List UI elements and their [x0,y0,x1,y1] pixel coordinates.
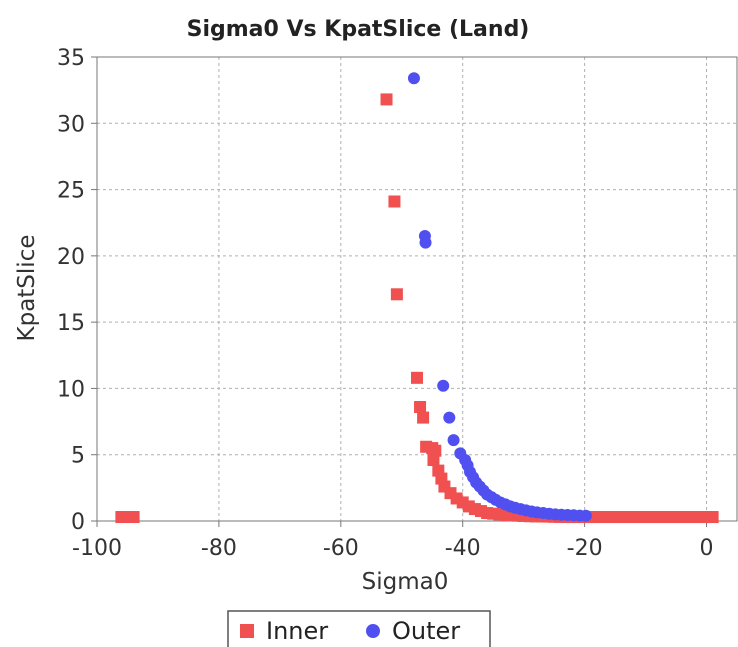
x-tick-label: -60 [323,536,359,561]
x-tick-label: -100 [72,536,122,561]
inner-point [700,511,713,524]
inner-point [127,511,140,524]
inner-point [706,511,719,524]
y-axis-label: KpatSlice [14,235,40,342]
series-inner [115,93,719,524]
inner-point [645,511,658,524]
y-tick-label: 5 [71,444,85,469]
inner-point [390,288,403,301]
legend-box [227,610,491,647]
y-tick-label: 15 [57,311,85,336]
y-tick-label: 10 [57,377,85,402]
inner-point [682,511,695,524]
inner-point [603,511,615,524]
inner-point [388,195,401,208]
outer-point [447,434,460,447]
legend: Inner Outer [227,610,491,647]
inner-point [651,511,664,524]
plot-area [96,56,738,522]
inner-point [115,511,128,524]
inner-point [663,511,676,524]
chart-title: Sigma0 Vs KpatSlice (Land) [187,17,530,42]
y-tick-label: 35 [57,46,85,71]
inner-point [462,500,475,513]
marker-layer [115,72,719,524]
inner-point [596,511,609,524]
inner-point [621,511,634,524]
x-tick-label: -40 [445,536,481,561]
legend-inner-label: Inner [266,617,328,645]
inner-point [670,511,683,524]
series-outer [407,72,592,522]
outer-point [407,72,420,85]
inner-point [609,511,622,524]
inner-point [427,454,440,467]
x-axis-label: Sigma0 [362,569,449,595]
inner-point [417,411,430,424]
x-tick-label: -80 [201,536,237,561]
inner-point [380,93,393,106]
legend-outer-label: Outer [392,617,460,645]
y-tick-label: 30 [57,112,85,137]
inner-point [429,444,442,457]
inner-point [121,511,134,524]
inner-point [657,511,670,524]
inner-point [694,511,707,524]
x-tick-label: 0 [700,536,714,561]
inner-point [627,511,640,524]
legend-inner-marker [240,624,254,638]
inner-point [511,509,524,522]
y-tick-label: 20 [57,245,85,270]
inner-point [639,511,652,524]
inner-point [615,511,628,524]
inner-point [411,371,423,384]
grid-layer [96,56,737,522]
tick-layer: -100 -80 -60 -40 -20 0 0 5 10 15 20 25 30 35 [57,46,714,561]
x-tick-label: -20 [567,536,603,561]
inner-point [414,400,427,413]
inner-point [676,511,689,524]
y-tick-label: 0 [71,510,85,535]
legend-outer-marker [366,624,380,638]
inner-point [590,511,603,524]
inner-point [633,511,646,524]
outer-point [579,509,592,522]
inner-point [688,511,701,524]
y-tick-label: 25 [57,179,85,204]
outer-point [437,379,450,392]
outer-point [443,411,456,424]
outer-point [419,236,432,249]
